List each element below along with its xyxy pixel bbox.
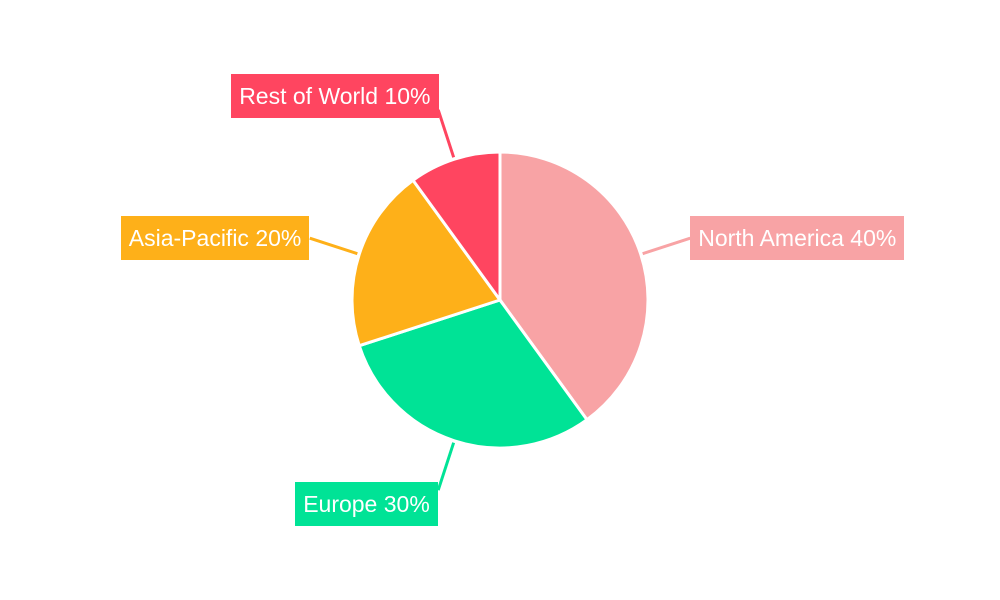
- pie-slice-north-america[interactable]: [498, 150, 650, 422]
- pie-slice-asia-pacific[interactable]: [350, 178, 503, 348]
- pie-slice-rest-of-world[interactable]: [410, 150, 502, 305]
- label-connector: [309, 236, 358, 256]
- label-connector: [436, 442, 456, 491]
- label-connector: [436, 109, 456, 158]
- data-label: Asia-Pacific 20%: [120, 216, 310, 261]
- pie-slice-europe[interactable]: [357, 298, 590, 450]
- label-connector: [642, 236, 691, 256]
- data-label: Rest of World 10%: [231, 73, 439, 118]
- data-label: North America 40%: [690, 216, 905, 261]
- data-label: Europe 30%: [295, 482, 438, 527]
